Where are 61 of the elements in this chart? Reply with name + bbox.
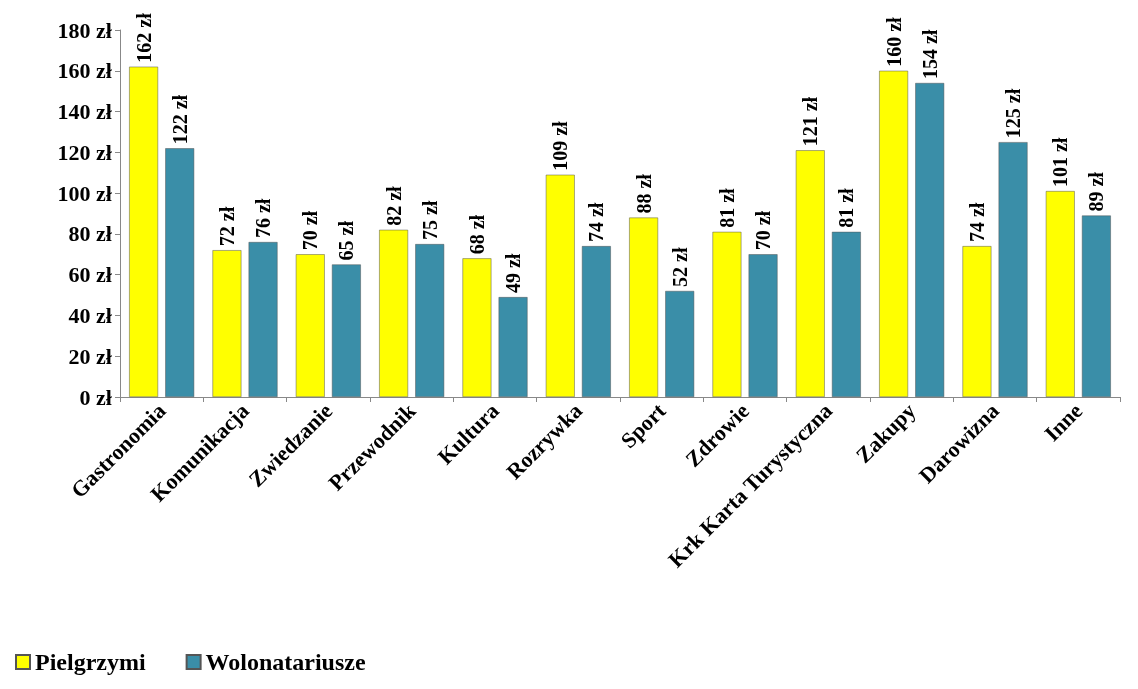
legend-label: Wolonatariusze xyxy=(205,649,366,675)
bar xyxy=(665,290,695,397)
data-label: 70 zł xyxy=(752,210,775,251)
bar xyxy=(129,66,159,397)
data-label: 81 zł xyxy=(715,187,738,228)
y-tick-label: 140 zł xyxy=(57,99,112,125)
bar xyxy=(248,242,278,397)
bar xyxy=(879,70,909,397)
bar xyxy=(462,258,492,397)
data-label: 65 zł xyxy=(335,220,358,261)
bar xyxy=(915,83,945,397)
data-label: 109 zł xyxy=(549,120,572,171)
data-label: 154 zł xyxy=(918,29,941,80)
bar xyxy=(165,148,195,397)
y-tick-label: 120 zł xyxy=(57,139,112,165)
y-tick-label: 60 zł xyxy=(68,262,112,288)
data-label: 72 zł xyxy=(215,206,238,247)
data-label: 70 zł xyxy=(299,210,322,251)
bar xyxy=(1045,191,1075,397)
y-tick-label: 100 zł xyxy=(57,180,112,206)
data-label: 88 zł xyxy=(632,173,655,214)
bar xyxy=(998,142,1028,397)
y-tick-label: 180 zł xyxy=(57,17,112,43)
bar xyxy=(629,217,659,397)
data-label: 49 zł xyxy=(502,253,525,294)
bar xyxy=(962,246,992,397)
y-tick-label: 80 zł xyxy=(68,221,112,247)
data-label: 121 zł xyxy=(799,96,822,147)
bar xyxy=(748,254,778,397)
data-label: 82 zł xyxy=(382,185,405,226)
data-label: 68 zł xyxy=(465,214,488,255)
bar xyxy=(831,231,861,397)
data-label: 160 zł xyxy=(882,16,905,67)
data-label: 101 zł xyxy=(1049,137,1072,188)
bar xyxy=(331,264,361,397)
data-label: 89 zł xyxy=(1085,171,1108,212)
x-tick-label: Inne xyxy=(1039,398,1088,447)
data-label: 125 zł xyxy=(1002,88,1025,139)
data-label: 76 zł xyxy=(252,198,275,239)
bar xyxy=(545,174,575,397)
y-tick-label: 0 zł xyxy=(79,384,112,410)
bar xyxy=(581,246,611,397)
bar xyxy=(295,254,325,397)
y-tick-label: 20 zł xyxy=(68,343,112,369)
bar xyxy=(415,244,445,397)
y-tick-label: 40 zł xyxy=(68,302,112,328)
data-label: 74 zł xyxy=(585,202,608,243)
y-tick-label: 160 zł xyxy=(57,58,112,84)
bar xyxy=(712,231,742,397)
bar xyxy=(1081,215,1111,397)
bar xyxy=(379,229,409,397)
data-label: 75 zł xyxy=(418,200,441,241)
data-label: 74 zł xyxy=(965,202,988,243)
data-label: 81 zł xyxy=(835,187,858,228)
bar xyxy=(212,250,242,397)
bar xyxy=(498,297,528,397)
data-label: 122 zł xyxy=(168,94,191,145)
bar xyxy=(795,150,825,397)
legend-label: Pielgrzymi xyxy=(35,649,146,675)
data-label: 162 zł xyxy=(132,12,155,63)
data-label: 52 zł xyxy=(668,247,691,287)
